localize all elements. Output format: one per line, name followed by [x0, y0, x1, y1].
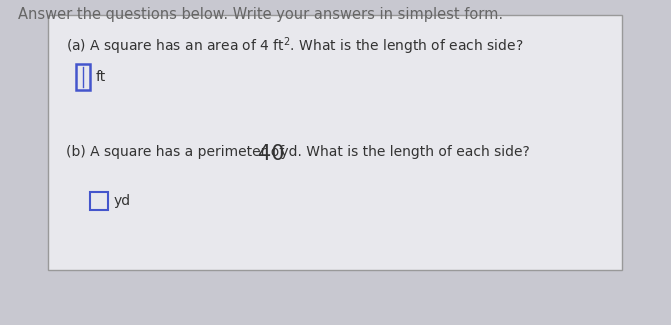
Text: 40: 40 — [258, 144, 285, 164]
FancyBboxPatch shape — [90, 192, 108, 210]
FancyBboxPatch shape — [76, 64, 90, 90]
Text: (a) A square has an area of 4 ft$^{2}$. What is the length of each side?: (a) A square has an area of 4 ft$^{2}$. … — [66, 35, 523, 57]
Text: yd. What is the length of each side?: yd. What is the length of each side? — [276, 145, 529, 159]
FancyBboxPatch shape — [48, 15, 622, 270]
Text: Answer the questions below. Write your answers in simplest form.: Answer the questions below. Write your a… — [18, 7, 503, 22]
Text: yd: yd — [114, 194, 131, 208]
Text: (b) A square has a perimeter of: (b) A square has a perimeter of — [66, 145, 289, 159]
Text: ft: ft — [96, 70, 106, 84]
